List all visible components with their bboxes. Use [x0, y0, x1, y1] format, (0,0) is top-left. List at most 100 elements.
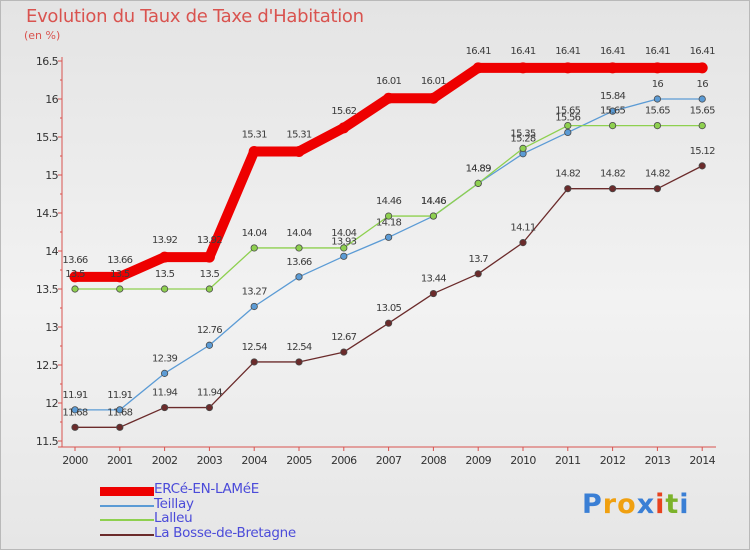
data-point	[519, 144, 527, 152]
logo-letter: r	[602, 489, 618, 520]
data-point	[564, 122, 572, 130]
data-label: 13.92	[152, 235, 177, 246]
data-point	[607, 62, 619, 74]
legend-swatch-teillay	[100, 504, 154, 507]
data-point	[71, 423, 79, 431]
data-label: 12.54	[286, 342, 311, 353]
data-label: 14.46	[421, 196, 446, 207]
data-label: 15.84	[600, 91, 625, 102]
data-label: 14.89	[466, 163, 491, 174]
x-tick-label: 2011	[555, 454, 581, 467]
data-label: 13.27	[242, 286, 267, 297]
data-label: 13.44	[421, 274, 446, 285]
chart-title: Evolution du Taux de Taxe d'Habitation	[26, 6, 364, 27]
data-label: 16.41	[466, 46, 491, 57]
data-point	[295, 358, 303, 366]
data-point	[698, 95, 706, 103]
y-tick-label: 12	[45, 397, 58, 410]
data-label: 16.41	[690, 46, 715, 57]
data-point	[340, 252, 348, 260]
data-point	[653, 185, 662, 193]
data-label: 14.82	[645, 169, 670, 180]
data-point	[384, 233, 393, 241]
data-point	[429, 289, 437, 298]
data-label: 14.46	[376, 196, 401, 207]
data-label: 13.93	[331, 236, 356, 247]
y-tick-label: 16	[45, 93, 58, 106]
data-point	[116, 423, 124, 431]
x-tick-label: 2008	[421, 454, 447, 467]
data-label: 11.94	[197, 388, 222, 399]
data-point	[293, 145, 305, 157]
data-label: 16.01	[376, 76, 401, 87]
data-point	[651, 62, 663, 74]
data-label: 15.65	[645, 106, 670, 117]
data-label: 15.65	[690, 106, 715, 117]
data-label: 15.56	[555, 112, 580, 123]
data-label: 13.7	[468, 254, 488, 265]
data-label: 15.31	[242, 129, 267, 140]
series-line-2	[75, 124, 703, 290]
data-label: 16.41	[600, 46, 625, 57]
data-label: 16	[697, 79, 709, 90]
data-label: 13.66	[107, 255, 132, 266]
data-point	[161, 403, 169, 412]
data-point	[295, 273, 303, 281]
data-label: 13.05	[376, 303, 401, 314]
data-point	[205, 341, 213, 349]
data-point	[564, 185, 572, 193]
x-tick-label: 2003	[197, 454, 223, 467]
x-tick-label: 2010	[510, 454, 536, 467]
x-tick-label: 2006	[331, 454, 357, 467]
logo-letter: o	[617, 489, 637, 520]
data-point	[340, 244, 348, 252]
data-label: 13.5	[110, 269, 130, 280]
data-label: 16	[652, 79, 664, 90]
data-label: 15.62	[331, 106, 356, 117]
data-label: 13.5	[155, 269, 175, 280]
data-point	[384, 212, 393, 220]
data-point	[608, 107, 617, 115]
y-tick-label: 13.5	[36, 283, 59, 296]
x-tick-label: 2001	[107, 454, 133, 467]
data-label: 12.54	[242, 342, 267, 353]
proxiti-logo: Proxiti	[582, 489, 690, 520]
data-label: 13.92	[197, 235, 222, 246]
data-point	[653, 122, 662, 130]
data-point	[248, 145, 260, 157]
data-point	[564, 128, 572, 137]
data-label: 12.76	[197, 325, 222, 336]
y-tick-label: 15	[45, 169, 58, 182]
legend-label-lalleu: Lalleu	[154, 510, 193, 526]
data-point	[608, 185, 617, 193]
data-point	[205, 285, 213, 293]
data-point	[295, 244, 303, 252]
data-point	[114, 271, 126, 283]
data-point	[250, 244, 258, 252]
x-tick-label: 2007	[376, 454, 402, 467]
y-tick-label: 16.5	[36, 55, 59, 68]
data-label: 11.91	[62, 390, 87, 401]
legend-swatch-la-bosse-de-bretagne	[100, 533, 154, 536]
data-label: 15.12	[690, 146, 715, 157]
data-label: 16.41	[510, 46, 535, 57]
legend-swatch-ercé-en-lamée	[100, 487, 154, 496]
data-label: 13.5	[200, 269, 220, 280]
x-tick-label: 2004	[241, 454, 267, 467]
legend-label-teillay: Teillay	[154, 495, 194, 512]
logo-letter: t	[665, 489, 680, 520]
logo-letter: i	[679, 489, 690, 520]
data-point	[698, 162, 706, 170]
x-tick-label: 2013	[645, 454, 671, 467]
data-point	[519, 239, 527, 247]
y-tick-label: 11.5	[36, 435, 59, 448]
data-point	[205, 403, 213, 412]
x-tick-label: 2000	[62, 454, 88, 467]
y-tick-label: 12.5	[36, 359, 59, 372]
y-axis-unit-label: (en %)	[24, 29, 61, 42]
legend-label-la-bosse-de-bretagne: La Bosse-de-Bretagne	[154, 524, 296, 541]
data-point	[71, 406, 79, 414]
y-tick-label: 14	[45, 245, 58, 258]
x-tick-label: 2012	[600, 454, 626, 467]
